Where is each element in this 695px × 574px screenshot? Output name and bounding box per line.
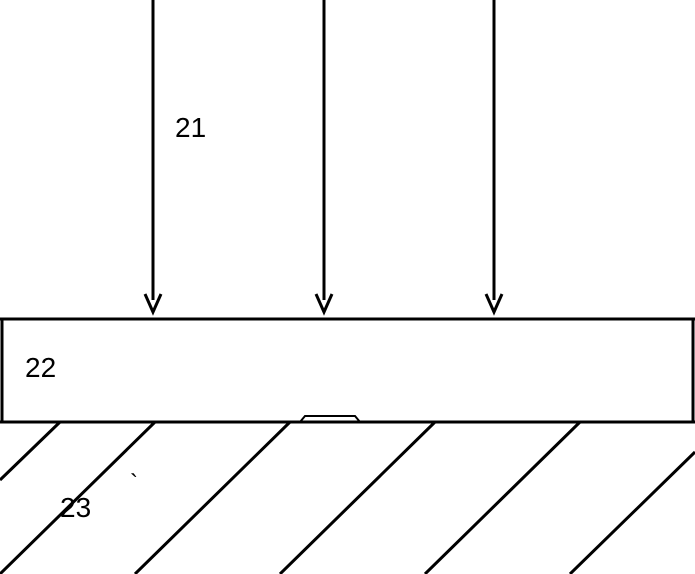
label-21: 21 bbox=[175, 112, 206, 144]
arrow-2 bbox=[316, 0, 332, 312]
hatch-line bbox=[0, 422, 60, 480]
hatch-line bbox=[570, 452, 695, 574]
label-22: 22 bbox=[25, 352, 56, 384]
backtick-mark: ` bbox=[130, 470, 138, 498]
arrow-3 bbox=[486, 0, 502, 312]
diagram-container: 21 22 23 ` bbox=[0, 0, 695, 574]
hatch-line bbox=[135, 422, 290, 574]
label-23: 23 bbox=[60, 492, 91, 524]
arrow-1 bbox=[145, 0, 161, 312]
hatch-line bbox=[425, 422, 580, 574]
hatch-line bbox=[280, 422, 435, 574]
diagram-svg bbox=[0, 0, 695, 574]
